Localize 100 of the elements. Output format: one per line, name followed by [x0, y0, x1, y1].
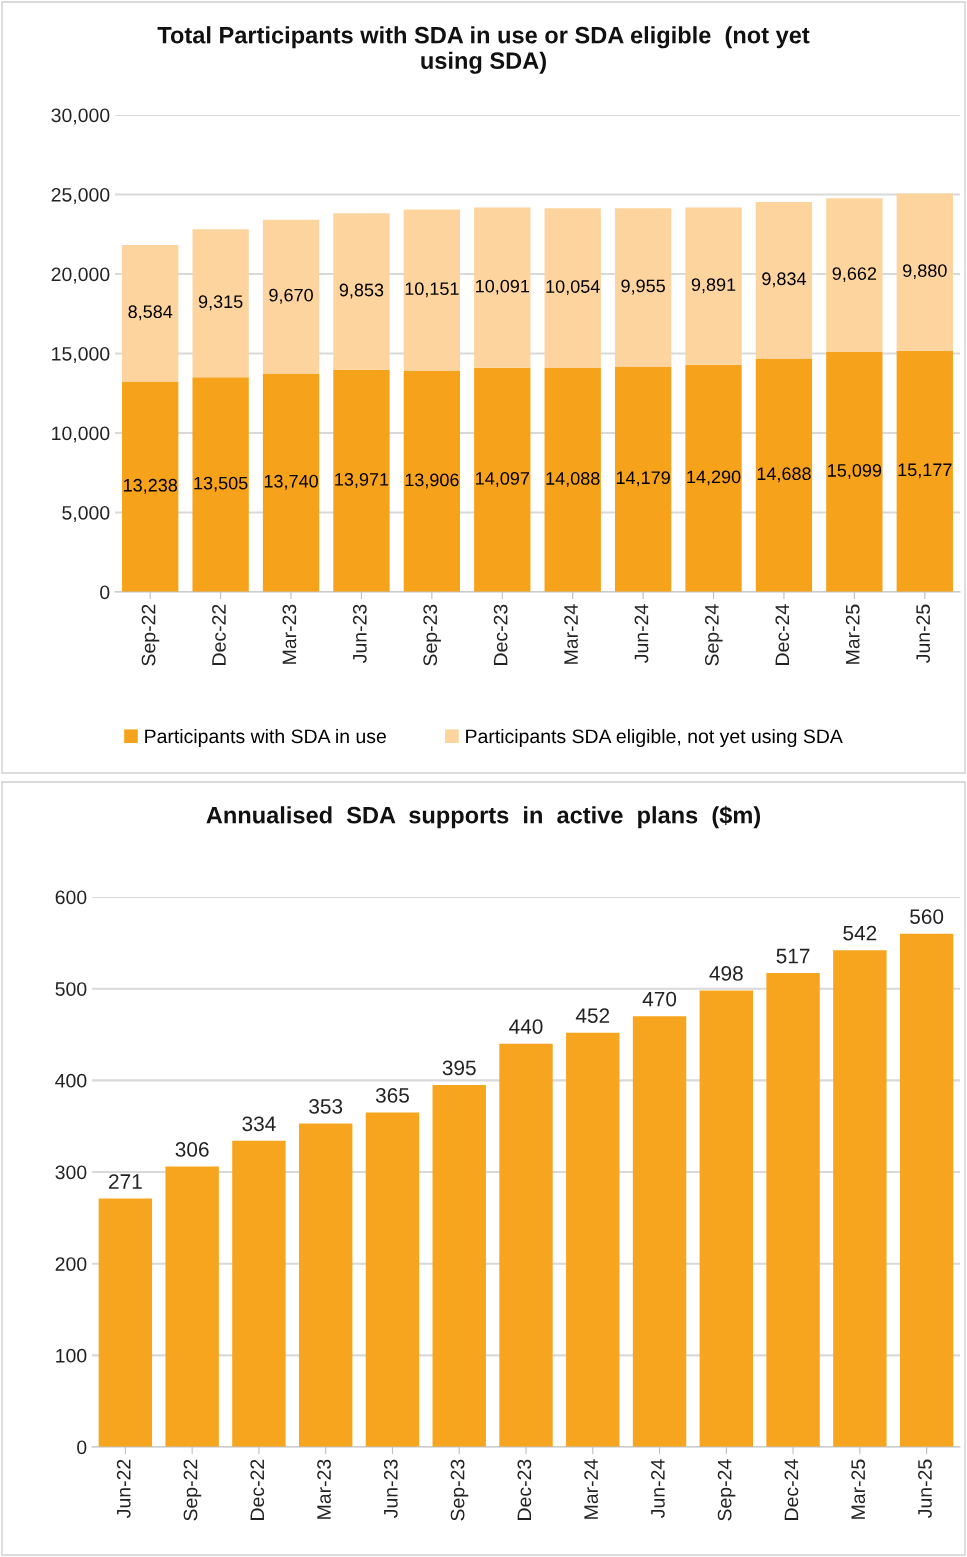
data-label: 560	[910, 909, 944, 924]
data-label: 9,955	[621, 279, 665, 295]
x-tick-label: Jun-25	[918, 1459, 932, 1518]
bar	[262, 219, 320, 374]
x-tick-label: Dec-24	[784, 1459, 799, 1520]
data-label: 9,880	[903, 264, 947, 280]
data-label: 13,906	[405, 473, 459, 489]
data-label: 9,853	[339, 283, 384, 299]
data-label: 13,238	[123, 478, 178, 494]
data-label: 9,662	[832, 267, 877, 283]
x-tick-label: Mar-23	[317, 1459, 331, 1519]
x-tick-label: Jun-23	[383, 1459, 398, 1518]
y-tick-label: 600	[55, 890, 87, 905]
bar	[432, 1084, 486, 1447]
bar	[192, 377, 249, 592]
bar	[122, 245, 179, 382]
chart-title: Total Participants with SDA in use or SDA eligible (not yet using SDA)	[157, 26, 810, 74]
bar	[333, 369, 390, 592]
y-tick-label: 400	[55, 1073, 87, 1088]
data-label: 15,099	[828, 464, 882, 479]
bar	[685, 207, 742, 365]
bar	[766, 973, 820, 1447]
y-tick-label: 10,000	[52, 426, 110, 443]
bar	[499, 1043, 553, 1447]
data-label: 14,290	[687, 470, 741, 486]
y-tick-label: 0	[77, 1440, 87, 1455]
bar	[298, 1123, 353, 1447]
x-tick-label: Sep-23	[423, 604, 441, 666]
bar	[755, 202, 813, 359]
y-tick-label: 0	[100, 585, 110, 600]
x-tick-label: Mar-23	[282, 604, 297, 664]
data-label: 13,505	[194, 476, 248, 492]
bar	[699, 990, 754, 1447]
data-label: 271	[109, 1174, 142, 1189]
bar	[403, 209, 461, 371]
data-label: 542	[843, 925, 877, 941]
data-label: 10,091	[476, 279, 530, 295]
bar	[566, 1032, 620, 1447]
y-tick-label: 200	[55, 1257, 87, 1271]
bar	[232, 1140, 286, 1447]
x-tick-label: Jun-24	[634, 604, 649, 663]
data-label: 14,179	[616, 471, 670, 487]
bar	[755, 358, 813, 592]
bar	[365, 1112, 420, 1447]
y-tick-label: 100	[56, 1348, 87, 1363]
bar	[333, 213, 390, 370]
bar	[614, 208, 672, 367]
data-label: 452	[575, 1008, 610, 1023]
data-label: 498	[709, 966, 743, 981]
data-label: 15,177	[898, 463, 952, 479]
data-label: 13,740	[264, 474, 318, 490]
bar	[632, 1016, 687, 1447]
bar	[403, 370, 461, 592]
data-label: 9,891	[691, 278, 736, 294]
y-tick-label: 300	[55, 1165, 87, 1180]
y-tick-label: 25,000	[51, 187, 110, 205]
data-label: 9,834	[762, 272, 807, 288]
x-tick-label: Sep-24	[704, 604, 723, 666]
x-tick-label: Sep-22	[141, 604, 160, 666]
data-label: 9,315	[198, 295, 243, 311]
x-tick-label: Jun-25	[916, 604, 931, 663]
data-label: 14,088	[546, 472, 600, 487]
x-tick-label: Jun-22	[116, 1459, 131, 1518]
x-tick-label: Dec-23	[493, 604, 508, 665]
bar	[262, 373, 320, 592]
x-tick-label: Mar-24	[584, 1459, 598, 1519]
x-tick-label: Dec-22	[250, 1459, 265, 1520]
data-label: 470	[642, 991, 677, 1007]
data-label: 440	[509, 1019, 543, 1034]
data-label: 353	[309, 1098, 343, 1114]
bar	[896, 193, 953, 351]
y-tick-label: 20,000	[51, 267, 110, 284]
x-tick-label: Jun-24	[650, 1459, 665, 1518]
data-label: 517	[776, 948, 810, 964]
x-tick-label: Mar-24	[564, 604, 578, 664]
legend-label: Participants with SDA in use	[145, 728, 386, 748]
bar	[544, 368, 601, 592]
x-tick-label: Sep-22	[183, 1459, 202, 1521]
bar	[833, 950, 887, 1447]
data-label: 14,688	[757, 467, 811, 483]
x-tick-label: Jun-23	[352, 604, 367, 663]
data-label: 14,097	[476, 471, 529, 487]
x-tick-label: Dec-24	[775, 604, 790, 665]
x-tick-label: Dec-23	[517, 1459, 532, 1520]
data-label: 306	[175, 1142, 209, 1157]
bar	[122, 381, 179, 592]
data-label: 13,971	[335, 472, 389, 488]
x-tick-label: Dec-22	[212, 604, 226, 665]
bar	[98, 1198, 153, 1447]
y-tick-label: 5,000	[62, 505, 110, 523]
data-label: 10,054	[546, 280, 600, 296]
x-tick-label: Mar-25	[851, 1459, 866, 1519]
x-tick-label: Mar-25	[845, 604, 860, 664]
x-tick-label: Sep-24	[717, 1459, 736, 1521]
bar	[544, 208, 601, 368]
bar	[685, 364, 742, 592]
bar	[474, 207, 531, 368]
bar	[896, 350, 953, 592]
data-label: 10,151	[405, 282, 459, 298]
bar	[165, 1166, 219, 1447]
